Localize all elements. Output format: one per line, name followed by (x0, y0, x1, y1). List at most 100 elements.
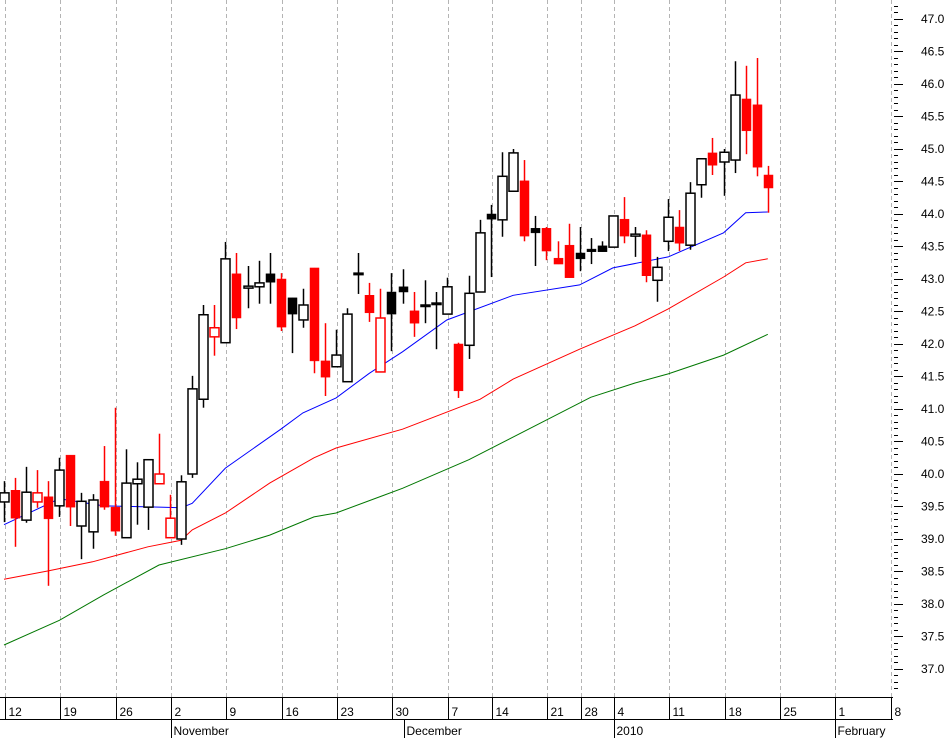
candle-body (719, 151, 730, 163)
candle-body (475, 232, 486, 293)
candle-body (154, 473, 165, 485)
candle (398, 269, 409, 304)
candle (110, 407, 121, 536)
candle-body (187, 388, 198, 475)
candle-body (619, 218, 630, 237)
candle (353, 253, 364, 294)
candle (209, 305, 220, 356)
candle-body (741, 98, 752, 132)
candle-body (553, 257, 564, 265)
candle (707, 137, 718, 175)
x-day-label: 18 (729, 705, 743, 719)
candle-body (209, 327, 220, 338)
x-month-label: February (838, 724, 886, 738)
x-day-label: 25 (784, 705, 798, 719)
candle (375, 288, 386, 373)
candle-body (497, 175, 508, 221)
candle-body (696, 158, 707, 186)
candle-body (730, 94, 741, 161)
candle-body (386, 291, 397, 315)
y-tick-label: 43.5 (921, 240, 945, 254)
y-tick-label: 41.0 (921, 402, 945, 416)
candle (752, 58, 763, 177)
candle-body (375, 317, 386, 373)
candle-body (43, 496, 54, 520)
candle-body (685, 192, 696, 246)
candle (43, 481, 54, 586)
candle-body (231, 273, 242, 319)
x-day-label: 21 (551, 705, 565, 719)
candle (165, 494, 176, 539)
candle-body (110, 506, 121, 532)
candle (730, 61, 741, 174)
x-day-label: 28 (585, 705, 599, 719)
candle (464, 275, 475, 359)
candle (663, 199, 674, 252)
y-tick-label: 38.0 (921, 597, 945, 611)
candle (187, 375, 198, 478)
candle-body (508, 152, 519, 192)
candle-body (99, 480, 110, 508)
candle (486, 204, 497, 278)
y-tick-label: 43.0 (921, 272, 945, 286)
candle (309, 267, 320, 374)
candle-body (674, 226, 685, 244)
candle (741, 65, 752, 155)
moving-average-line-2 (3, 258, 768, 580)
candle-body (0, 492, 10, 503)
candle-body (10, 490, 21, 519)
candle-body (641, 234, 652, 277)
y-tick-label: 37.0 (921, 662, 945, 676)
y-tick-label: 47.0 (921, 12, 945, 26)
candle-body (331, 354, 342, 368)
y-tick-label: 45.5 (921, 110, 945, 124)
candle-body (243, 285, 254, 289)
y-tick-label: 38.5 (921, 565, 945, 579)
y-tick-label: 46.0 (921, 77, 945, 91)
x-day-label: 19 (64, 705, 78, 719)
candle-body (143, 458, 154, 508)
candle (287, 297, 298, 354)
candle (453, 342, 464, 398)
y-tick-label: 39.5 (921, 500, 945, 514)
y-tick-label: 42.5 (921, 305, 945, 319)
candle (265, 253, 276, 304)
x-day-label: 1 (839, 705, 846, 719)
candle-body (597, 245, 608, 252)
candle (442, 277, 453, 315)
candle-body (420, 304, 431, 308)
candle-body (165, 517, 176, 539)
candle-body (88, 499, 99, 533)
moving-average-line-3 (3, 333, 769, 646)
x-day-label: 23 (341, 705, 355, 719)
candle (586, 238, 597, 265)
candle-body (342, 313, 353, 383)
candle (331, 329, 342, 368)
candle (231, 253, 242, 330)
candle (641, 230, 652, 283)
x-day-label: 26 (120, 705, 134, 719)
candle (220, 241, 231, 344)
candle-body (608, 215, 619, 248)
candle (519, 160, 530, 242)
candle (298, 288, 309, 328)
candle (685, 182, 696, 250)
x-month-label: December (407, 724, 462, 738)
candle (276, 273, 287, 331)
candle-body (564, 244, 575, 278)
candle (243, 266, 254, 309)
x-day-label: 12 (9, 705, 23, 719)
candle-body (442, 286, 453, 315)
candle (431, 292, 442, 350)
candle (608, 215, 619, 248)
y-tick-label: 42.0 (921, 337, 945, 351)
candle (154, 433, 165, 485)
candles (0, 58, 774, 586)
candle-body (265, 273, 276, 283)
candle (696, 158, 707, 198)
candle (65, 454, 76, 526)
y-tick-label: 46.5 (921, 45, 945, 59)
candle-body (652, 266, 663, 282)
moving-average-lines (3, 211, 769, 646)
candle-body (763, 174, 774, 189)
